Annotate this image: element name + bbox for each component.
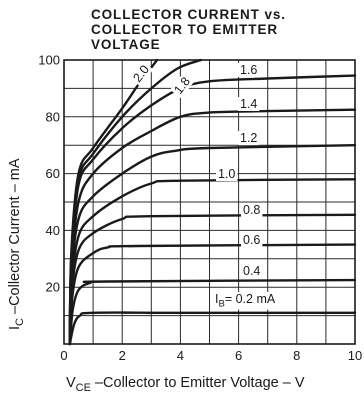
curve-label-background [238,63,260,77]
chart-title-line-2: COLLECTOR TO EMITTER [91,22,278,37]
curve-label: 2.0 [130,62,152,84]
x-tick-label: 2 [119,348,126,363]
x-tick-labels: 0 2 4 6 8 10 [60,348,362,363]
x-tick-label: 8 [293,348,300,363]
curve-label: 1.6 [240,63,257,77]
plot-frame [63,59,356,345]
chart-title-line-1: COLLECTOR CURRENT vs. [91,7,286,22]
curve-ib-0-6 [68,243,357,346]
curve-ib-0-4 [68,278,357,346]
curve-ib-1-0 [68,178,357,346]
curve-label: 1.0 [218,167,235,181]
x-tick-label: 6 [235,348,242,363]
curve-label: IB= 0.2 mA [215,292,276,310]
curve-label: 1.4 [240,97,257,111]
curve-label-background [241,233,263,247]
curve-label: 0.8 [243,203,260,217]
curve-label-group: 0.4 [241,264,263,278]
curve-label-background [238,97,260,111]
curve-label: 0.6 [243,233,260,247]
y-tick-label: 100 [38,53,60,68]
grid [64,60,355,344]
y-tick-labels: 20 40 60 80 100 [38,53,60,295]
x-tick-label: 0 [60,348,67,363]
curve-label-background [241,203,263,217]
curve-label-group: 0.8 [241,203,263,217]
curve-label-group: 1.6 [238,63,260,77]
curve-label-group: 2.0 [129,60,154,87]
x-axis-label: VCE –Collector to Emitter Voltage – V [66,375,305,394]
curve-labels: IB= 0.2 mA 0.4 0.6 0.8 1.0 1.2 1.4 1.6 1.8 2.0 [129,60,278,310]
curve-label-background [241,264,263,278]
curve-ib-1-6 [68,74,357,346]
y-axis-label: IC –Collector Current – mA [7,158,26,330]
x-tick-label: 10 [348,348,362,363]
curve-label: 0.4 [243,264,260,278]
curve-label-group: 1.0 [216,167,238,181]
chart-title-line-3: VOLTAGE [91,37,161,52]
y-tick-label: 40 [46,223,60,238]
y-tick-label: 80 [46,109,60,124]
curve-label-background [170,72,195,99]
curve-label-group: IB= 0.2 mA [213,292,278,310]
chart-title: COLLECTOR CURRENT vs.COLLECTOR TO EMITTE… [91,7,286,52]
y-tick-label: 20 [46,280,60,295]
curve-label-background [216,167,238,181]
curve-label-group: 0.6 [241,233,263,247]
curves [68,58,357,346]
curve-label-background [213,292,278,310]
y-tick-label: 60 [46,166,60,181]
curve-label-background [129,60,154,87]
curve-label-group: 1.8 [170,72,195,99]
curve-label: 1.2 [240,131,257,145]
curve-label-group: 1.2 [238,131,260,145]
curve-label: 1.8 [171,74,193,96]
curve-label-background [238,131,260,145]
curve-ib-I [68,311,357,346]
curve-label-group: 1.4 [238,97,260,111]
x-tick-label: 4 [177,348,184,363]
